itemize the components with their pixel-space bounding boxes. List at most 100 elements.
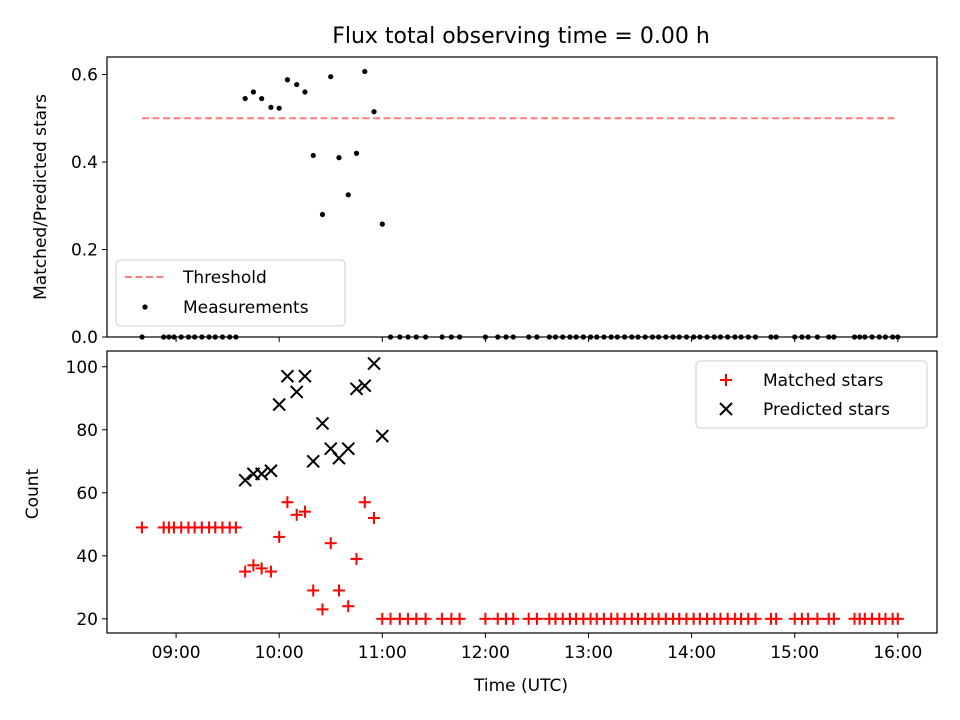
matched-star-point — [530, 612, 543, 625]
bottom-panel: Count Time (UTC) 20 40 60 80 100 09:00 10:00 11… — [23, 350, 938, 696]
predicted-star-point — [238, 473, 252, 487]
bottom-xtick-label: 16:00 — [873, 643, 922, 663]
matched-star-point — [136, 521, 149, 534]
matched-star-point — [247, 559, 260, 572]
matched-star-point — [229, 521, 242, 534]
predicted-star-point — [367, 356, 381, 371]
top-title: Flux total observing time = 0.00 h — [332, 24, 710, 49]
predicted-star-diag2 — [290, 385, 304, 399]
predicted-star-diag2 — [367, 356, 381, 371]
bottom-axes: 20 40 60 80 100 09:00 10:00 11:00 12:00 13:00 14:0… — [66, 358, 923, 663]
matched-star-point — [770, 612, 783, 625]
predicted-star-diag2 — [306, 454, 320, 468]
measurement-point — [276, 105, 282, 111]
matched-star-point — [307, 584, 320, 597]
matched-star-point — [281, 496, 294, 509]
predicted-star-point — [315, 416, 330, 431]
bottom-xlabel: Time (UTC) — [473, 676, 568, 696]
measurement-point — [302, 89, 308, 95]
measurement-point — [259, 95, 265, 102]
bottom-legend-box — [695, 360, 928, 429]
predicted-star-point — [264, 464, 278, 478]
matched-star-point — [358, 496, 371, 509]
legend-threshold-label: Threshold — [182, 268, 267, 288]
predicted-star-diag2 — [272, 397, 286, 412]
bottom-xtick-label: 14:00 — [667, 643, 716, 663]
top-ylabel: Matched/Predicted stars — [31, 94, 51, 300]
legend-matched-label: Matched stars — [763, 371, 883, 391]
matched-star-point — [891, 612, 904, 625]
bottom-ytick-label: 100 — [66, 358, 98, 378]
top-axes: 0.0 0.2 0.4 0.6 — [71, 66, 899, 348]
matched-star-point — [273, 530, 286, 543]
predicted-star-point — [298, 369, 312, 383]
predicted-star-point — [349, 382, 364, 396]
bottom-xtick-label: 13:00 — [564, 643, 613, 663]
measurement-point — [250, 89, 257, 95]
matched-star-point — [255, 562, 268, 575]
predicted-star-point — [375, 429, 389, 443]
matched-star-point — [239, 565, 252, 578]
bottom-legend: Matched stars Predicted stars — [695, 360, 928, 429]
matched-star-point — [453, 612, 466, 625]
predicted-star-diag2 — [349, 382, 364, 396]
measurement-point — [336, 155, 342, 161]
predicted-star-point — [306, 454, 320, 468]
measurement-point — [268, 104, 274, 110]
predicted-star-point — [358, 378, 372, 393]
predicted-star-point — [280, 369, 295, 383]
matched-star-point — [290, 508, 303, 521]
measurement-point — [345, 192, 351, 198]
predicted-star-diag2 — [298, 369, 312, 383]
predicted-star-point — [272, 397, 286, 412]
matched-star-point — [342, 600, 355, 613]
predicted-star-point — [341, 441, 355, 456]
top-ytick-label: 0.2 — [71, 241, 98, 261]
predicted-star-diag2 — [238, 473, 252, 487]
predicted-star-diag2 — [315, 416, 330, 431]
top-ytick-label: 0.0 — [71, 328, 98, 348]
bottom-ytick-label: 80 — [76, 421, 98, 441]
legend-measurements-label: Measurements — [183, 298, 309, 318]
matched-star-point — [749, 612, 762, 625]
bottom-marks — [136, 356, 904, 625]
measurement-point — [242, 95, 248, 102]
matched-star-point — [332, 584, 345, 597]
matched-star-point — [324, 537, 337, 550]
matched-star-point — [419, 612, 432, 625]
predicted-star-point — [254, 467, 269, 481]
measurement-point — [371, 109, 377, 115]
measurement-point — [319, 211, 326, 218]
measurement-point — [328, 74, 334, 80]
bottom-ylabel: Count — [23, 468, 43, 519]
measurement-point — [284, 77, 291, 83]
legend-predicted-label: Predicted stars — [763, 400, 890, 420]
bottom-ytick-label: 20 — [76, 610, 98, 630]
predicted-star-diag2 — [324, 441, 338, 456]
measurement-point — [353, 150, 360, 156]
predicted-star-diag2 — [358, 378, 372, 393]
bottom-plot-frame — [106, 350, 938, 634]
bottom-xtick-label: 11:00 — [358, 643, 407, 663]
matched-star-point — [479, 612, 492, 625]
legend-measurements-swatch — [142, 304, 148, 310]
matched-star-point — [811, 612, 824, 625]
top-panel: Flux total observing time = 0.00 h Match… — [31, 24, 938, 348]
top-plot-frame — [106, 56, 938, 338]
bottom-xtick-label: 12:00 — [461, 643, 510, 663]
predicted-star-point — [290, 385, 304, 399]
measurement-point — [362, 68, 368, 75]
bottom-ytick-label: 40 — [76, 547, 98, 567]
bottom-xtick-label: 10:00 — [255, 643, 304, 663]
top-ytick-label: 0.6 — [71, 66, 98, 86]
predicted-star-diag2 — [280, 369, 295, 383]
matched-star-point — [368, 511, 381, 524]
measurement-point — [310, 152, 316, 159]
matched-star-point — [827, 612, 840, 625]
matched-star-point — [264, 565, 277, 578]
predicted-star-diag2 — [254, 467, 269, 481]
bottom-xtick-label: 09:00 — [152, 643, 201, 663]
top-ytick-label: 0.4 — [71, 153, 98, 173]
predicted-star-diag2 — [264, 464, 278, 478]
